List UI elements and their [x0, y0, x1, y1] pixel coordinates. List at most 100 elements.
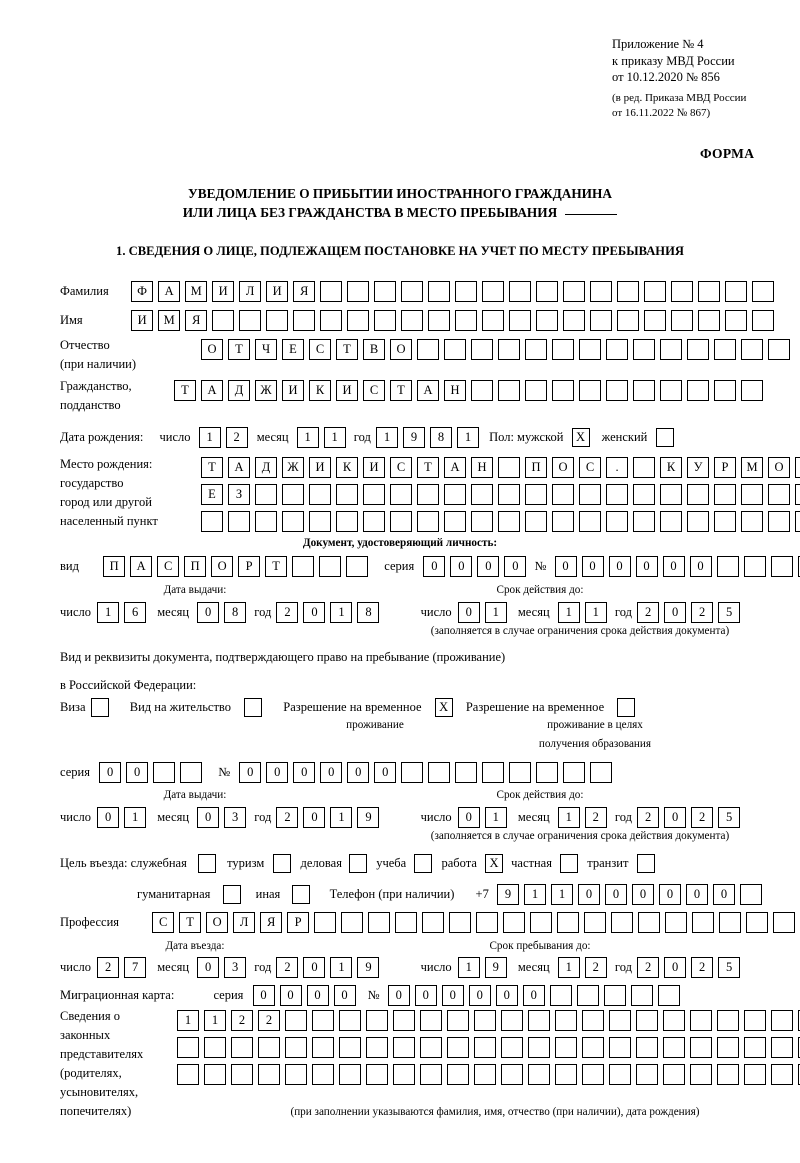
grid-cell[interactable]: [644, 281, 667, 302]
grid-cell[interactable]: 8: [429, 427, 452, 448]
grid-cell[interactable]: 1: [375, 427, 398, 448]
grid-cell[interactable]: [366, 1037, 388, 1058]
grid-cell[interactable]: Н: [444, 380, 466, 401]
grid-cell[interactable]: [717, 1037, 739, 1058]
grid-cell[interactable]: П: [184, 556, 207, 577]
grid-cell[interactable]: 2: [584, 807, 607, 828]
grid-cell[interactable]: [320, 281, 343, 302]
grid-cell[interactable]: А: [417, 380, 439, 401]
grid-cell[interactable]: Т: [174, 380, 196, 401]
grid-cell[interactable]: [266, 310, 289, 331]
grid-cell[interactable]: [660, 380, 682, 401]
grid-cell[interactable]: 0: [387, 985, 410, 1006]
grid-cell[interactable]: 0: [126, 762, 149, 783]
grid-cell[interactable]: [312, 1010, 334, 1031]
grid-cell[interactable]: И: [336, 380, 358, 401]
grid-cell[interactable]: [428, 310, 451, 331]
grid-cell[interactable]: [579, 339, 601, 360]
grid-cell[interactable]: [741, 484, 763, 505]
grid-cell[interactable]: 1: [124, 807, 147, 828]
grid-cell[interactable]: [579, 511, 601, 532]
grid-cell[interactable]: [687, 484, 709, 505]
grid-cell[interactable]: З: [228, 484, 250, 505]
grid-cell[interactable]: [644, 310, 667, 331]
grid-cell[interactable]: 3: [224, 807, 247, 828]
grid-cell[interactable]: О: [768, 457, 790, 478]
grid-cell[interactable]: 1: [330, 807, 353, 828]
grid-cell[interactable]: 0: [495, 985, 518, 1006]
grid-cell[interactable]: 0: [441, 985, 464, 1006]
grid-cell[interactable]: 2: [276, 807, 299, 828]
grid-cell[interactable]: [555, 1010, 577, 1031]
grid-cell[interactable]: [633, 380, 655, 401]
grid-cell[interactable]: А: [444, 457, 466, 478]
grid-cell[interactable]: [476, 912, 499, 933]
grid-cell[interactable]: Я: [293, 281, 316, 302]
grid-cell[interactable]: [482, 310, 505, 331]
grid-cell[interactable]: 9: [357, 807, 380, 828]
grid-cell[interactable]: [665, 912, 688, 933]
grid-cell[interactable]: [474, 1064, 496, 1085]
grid-cell[interactable]: Р: [714, 457, 736, 478]
grid-cell[interactable]: [258, 1064, 280, 1085]
grid-cell[interactable]: И: [282, 380, 304, 401]
grid-cell[interactable]: [420, 1064, 442, 1085]
grid-cell[interactable]: 0: [303, 957, 326, 978]
grid-cell[interactable]: 0: [450, 556, 473, 577]
grid-cell[interactable]: [743, 556, 766, 577]
grid-cell[interactable]: [239, 310, 262, 331]
grid-cell[interactable]: 2: [691, 957, 714, 978]
grid-cell[interactable]: [393, 1010, 415, 1031]
grid-cell[interactable]: 1: [198, 427, 221, 448]
residence-permit-checkbox[interactable]: [244, 698, 263, 717]
grid-cell[interactable]: [660, 511, 682, 532]
grid-cell[interactable]: 0: [239, 762, 262, 783]
grid-cell[interactable]: [609, 1010, 631, 1031]
grid-cell[interactable]: [501, 1037, 523, 1058]
grid-cell[interactable]: [498, 380, 520, 401]
legal-rep-line-3-input[interactable]: [177, 1064, 800, 1085]
grid-cell[interactable]: [525, 484, 547, 505]
grid-cell[interactable]: [579, 380, 601, 401]
grid-cell[interactable]: 0: [414, 985, 437, 1006]
grid-cell[interactable]: [366, 1064, 388, 1085]
grid-cell[interactable]: [725, 310, 748, 331]
grid-cell[interactable]: 0: [658, 884, 681, 905]
grid-cell[interactable]: [714, 380, 736, 401]
grid-cell[interactable]: [498, 457, 520, 478]
grid-cell[interactable]: 0: [477, 556, 500, 577]
purpose-humanitarian-checkbox[interactable]: [222, 885, 241, 904]
grid-cell[interactable]: [212, 310, 235, 331]
grid-cell[interactable]: [741, 511, 763, 532]
grid-cell[interactable]: 0: [306, 985, 329, 1006]
grid-cell[interactable]: [552, 484, 574, 505]
grid-cell[interactable]: 8: [357, 602, 380, 623]
grid-cell[interactable]: [420, 1037, 442, 1058]
grid-cell[interactable]: [390, 511, 412, 532]
grid-cell[interactable]: Т: [179, 912, 202, 933]
grid-cell[interactable]: А: [201, 380, 223, 401]
grid-cell[interactable]: [374, 281, 397, 302]
sex-female-checkbox[interactable]: [656, 428, 675, 447]
purpose-work-checkbox[interactable]: X: [485, 854, 504, 873]
grid-cell[interactable]: 0: [293, 762, 316, 783]
grid-cell[interactable]: 1: [523, 884, 546, 905]
grid-cell[interactable]: С: [157, 556, 180, 577]
grid-cell[interactable]: [528, 1010, 550, 1031]
grid-cell[interactable]: [482, 281, 505, 302]
grid-cell[interactable]: 0: [457, 807, 480, 828]
grid-cell[interactable]: Я: [185, 310, 208, 331]
grid-cell[interactable]: [768, 511, 790, 532]
